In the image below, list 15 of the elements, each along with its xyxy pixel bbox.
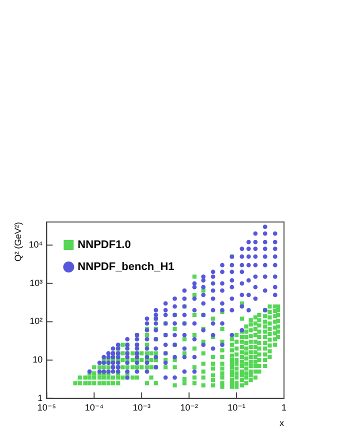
legend-label: NNPDF1.0 bbox=[78, 239, 131, 252]
x-tick-label: 1 bbox=[281, 402, 287, 412]
x-tick-label: 10⁻¹ bbox=[228, 402, 246, 412]
y-tick-label: 10⁴ bbox=[28, 240, 43, 250]
y-tick-label: 1 bbox=[38, 392, 43, 403]
x-tick-label: 10⁻² bbox=[180, 402, 198, 412]
y-tick-label: 10³ bbox=[30, 278, 43, 288]
x-tick-label: 10⁻⁴ bbox=[84, 402, 104, 412]
x-tick-label: 10⁻⁵ bbox=[37, 402, 56, 412]
x-tick-label: 10⁻³ bbox=[132, 402, 150, 412]
y-axis-title: Q² (GeV²) bbox=[12, 222, 23, 262]
legend-label: NNPDF_bench_H1 bbox=[78, 261, 174, 274]
y-tick-label: 10² bbox=[30, 316, 43, 326]
y-tick-label: 10 bbox=[32, 354, 43, 365]
x-axis-title: x bbox=[280, 418, 284, 428]
